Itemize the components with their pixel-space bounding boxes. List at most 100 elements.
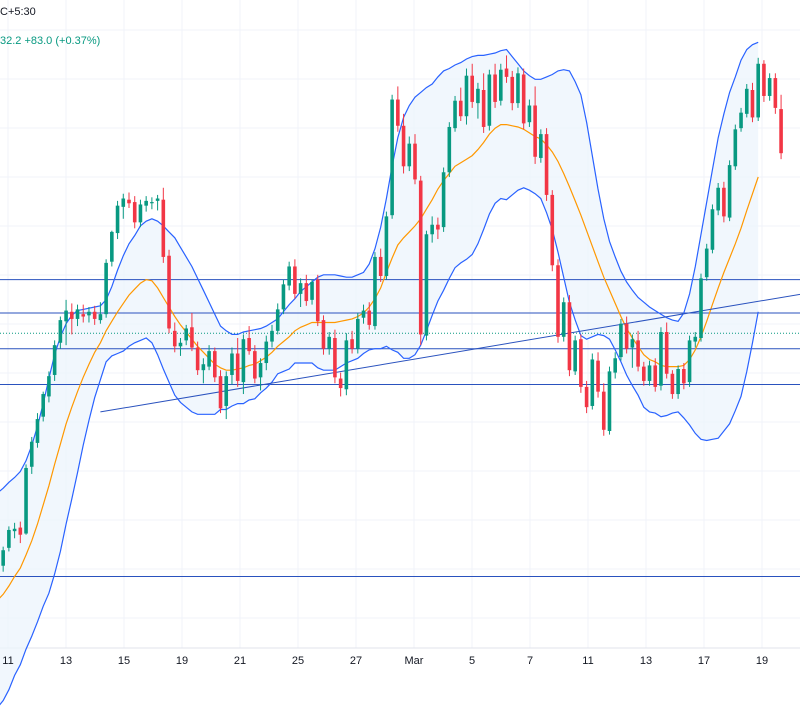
candle-body (664, 332, 669, 374)
candle-body (413, 143, 417, 180)
candle (127, 192, 131, 209)
candle-body (190, 327, 194, 348)
candle-body (567, 302, 572, 371)
candle (104, 259, 108, 318)
candle (510, 70, 515, 111)
candle-body (12, 528, 17, 532)
band-area (0, 42, 759, 705)
candle (773, 73, 778, 114)
sma-line (0, 123, 759, 599)
candle-body (601, 391, 606, 430)
candle (150, 197, 154, 210)
candle (230, 347, 234, 385)
x-tick-label: 15 (118, 655, 130, 667)
candle-body (424, 234, 429, 336)
candle (607, 366, 612, 435)
candle-body (127, 199, 131, 204)
candle (293, 259, 297, 299)
candle-body (132, 202, 137, 223)
candle-body (98, 314, 103, 321)
price-change-label: 32.2 +83.0 (+0.37%) (0, 35, 101, 47)
candle-body (710, 209, 715, 250)
candle (516, 67, 520, 108)
candle-body (367, 310, 372, 325)
candle (144, 196, 148, 212)
candle (24, 464, 28, 535)
candle-body (733, 129, 738, 167)
candle (35, 413, 40, 448)
candle (664, 322, 669, 379)
candle (613, 352, 617, 379)
candle-body (533, 105, 537, 157)
candle-body (264, 341, 269, 364)
candle-body (481, 90, 486, 127)
candle (92, 305, 97, 325)
candle (298, 278, 303, 307)
candle-body (453, 100, 457, 129)
candle-body (464, 75, 469, 117)
candle (281, 279, 286, 315)
candle (464, 68, 469, 125)
candle (401, 113, 406, 174)
candle-body (270, 330, 274, 342)
candle (682, 363, 686, 390)
candle (70, 303, 74, 335)
candle (161, 187, 166, 263)
candle (81, 304, 86, 323)
candle-body (304, 283, 309, 302)
candle (481, 73, 486, 133)
candle (224, 371, 229, 420)
candle-body (584, 386, 589, 408)
candle-body (230, 353, 234, 375)
candle-body (235, 353, 240, 381)
candle-body (121, 198, 126, 207)
candle (561, 297, 566, 342)
candle-body (373, 256, 377, 327)
candle-body (699, 278, 703, 338)
candle-body (333, 338, 337, 378)
candle (12, 522, 17, 539)
candle (373, 252, 377, 330)
candle (704, 243, 709, 281)
trendline[interactable] (100, 293, 800, 413)
candle (361, 304, 366, 324)
candle-body (356, 318, 360, 349)
upper-band-line (0, 41, 759, 492)
candle-body (218, 376, 223, 409)
candle (178, 338, 183, 356)
candle-body (504, 68, 509, 77)
candle (287, 261, 291, 291)
candle (350, 330, 354, 354)
candle (41, 391, 45, 422)
candle (573, 335, 577, 375)
candle-body (476, 88, 480, 104)
candle-body (224, 376, 229, 406)
candle-body (287, 266, 291, 286)
candle (476, 82, 480, 119)
candle-body (607, 371, 612, 431)
candle-body (407, 143, 412, 167)
candle-body (527, 105, 532, 123)
candle (195, 341, 200, 375)
candle (275, 303, 280, 335)
candle (247, 326, 251, 355)
candle-body (750, 90, 755, 118)
x-tick-label: 27 (350, 655, 362, 667)
candle-body (716, 187, 720, 211)
candle-body (384, 216, 389, 276)
candle-body (361, 310, 366, 318)
support-trendline (100, 293, 800, 413)
candle-body (378, 256, 383, 276)
candle (167, 249, 171, 334)
candle (653, 358, 658, 392)
candle-body (178, 342, 183, 347)
candle (424, 230, 429, 341)
candle-body (7, 529, 11, 548)
candle-body (687, 340, 692, 383)
candle-body (310, 281, 314, 300)
candle-body (573, 340, 577, 372)
candle (630, 334, 635, 368)
candle-body (396, 99, 400, 126)
